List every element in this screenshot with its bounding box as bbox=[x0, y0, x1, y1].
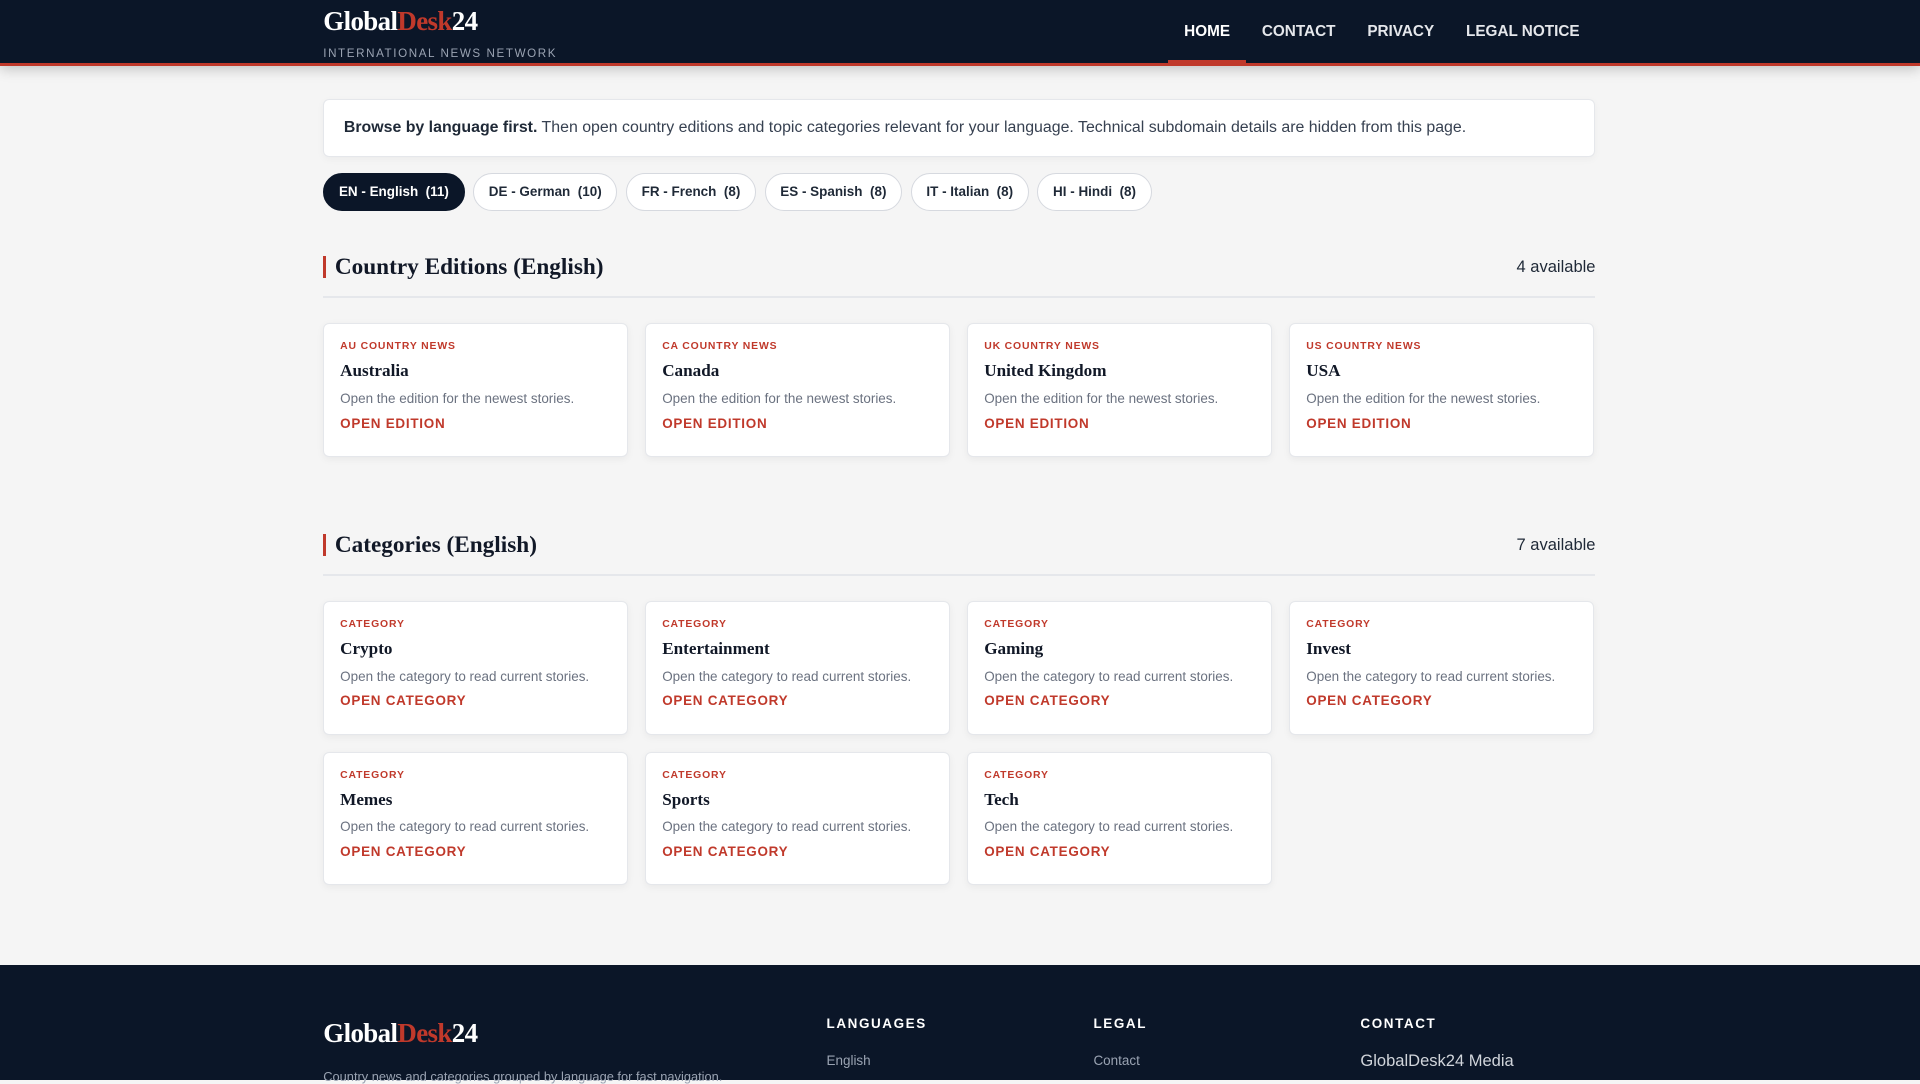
language-pill[interactable]: FR - French (8) bbox=[625, 172, 757, 211]
card-link[interactable]: OPEN CATEGORY bbox=[340, 844, 467, 860]
card-title: Canada bbox=[662, 360, 720, 380]
card-link[interactable]: OPEN EDITION bbox=[340, 415, 446, 431]
card-kicker: UK COUNTRY NEWS bbox=[984, 341, 1100, 353]
card-link[interactable]: OPEN EDITION bbox=[662, 415, 768, 431]
language-pill[interactable]: HI - Hindi (8) bbox=[1037, 172, 1152, 211]
edition-card[interactable]: UK COUNTRY NEWS United Kingdom Open the ed… bbox=[967, 323, 1273, 457]
tagline: INTERNATIONAL NEWS NETWORK bbox=[323, 46, 558, 60]
edition-card[interactable]: US COUNTRY NEWS USA Open the edition for t… bbox=[1289, 323, 1595, 457]
card-description: Open the category to read current storie… bbox=[1306, 668, 1556, 684]
card-title: Memes bbox=[340, 789, 393, 809]
section-title: Country Editions (English) bbox=[323, 255, 604, 279]
card-description: Open the category to read current storie… bbox=[662, 819, 912, 835]
language-label: EN - English bbox=[338, 183, 419, 199]
card-description: Open the edition for the newest stories. bbox=[1306, 390, 1541, 406]
footer-heading-legal: LEGAL bbox=[1093, 1016, 1148, 1032]
language-count: (8) bbox=[1119, 183, 1137, 199]
nav-contact[interactable]: CONTACT bbox=[1261, 23, 1336, 40]
section-title: Categories (English) bbox=[323, 533, 537, 557]
category-card[interactable]: CATEGORY Gaming Open the category to read … bbox=[967, 601, 1273, 735]
footer-company: GlobalDesk24 Media bbox=[1360, 1050, 1514, 1070]
card-description: Open the category to read current storie… bbox=[984, 819, 1234, 835]
card-kicker: CATEGORY bbox=[984, 769, 1049, 781]
language-label: DE - German bbox=[488, 183, 571, 199]
card-description: Open the category to read current storie… bbox=[340, 819, 590, 835]
footer-logo[interactable]: GlobalDesk24 bbox=[323, 1017, 478, 1048]
footer-heading-languages: LANGUAGES bbox=[826, 1016, 927, 1032]
card-kicker: CATEGORY bbox=[984, 619, 1049, 631]
card-description: Open the edition for the newest stories. bbox=[662, 390, 897, 406]
footer-link-english[interactable]: English bbox=[826, 1053, 871, 1069]
card-title: Tech bbox=[984, 789, 1019, 809]
card-title: Sports bbox=[662, 789, 710, 809]
card-link[interactable]: OPEN EDITION bbox=[1306, 415, 1412, 431]
footer-heading-contact: CONTACT bbox=[1360, 1016, 1437, 1032]
card-link[interactable]: OPEN EDITION bbox=[984, 415, 1090, 431]
intro-notice: Browse by language first. Then open coun… bbox=[323, 99, 1596, 157]
card-kicker: CATEGORY bbox=[1306, 619, 1371, 631]
language-label: IT - Italian bbox=[926, 183, 990, 199]
card-link[interactable]: OPEN CATEGORY bbox=[662, 844, 789, 860]
card-link[interactable]: OPEN CATEGORY bbox=[340, 693, 467, 709]
category-card[interactable]: CATEGORY Invest Open the category to read … bbox=[1289, 601, 1595, 735]
category-card[interactable]: CATEGORY Sports Open the category to read … bbox=[645, 751, 951, 886]
language-pill[interactable]: ES - Spanish (8) bbox=[764, 172, 903, 211]
card-kicker: CATEGORY bbox=[340, 619, 405, 631]
card-description: Open the category to read current storie… bbox=[662, 668, 912, 684]
card-title: USA bbox=[1306, 360, 1341, 380]
language-label: ES - Spanish bbox=[780, 183, 863, 199]
language-pill[interactable]: EN - English (11) bbox=[323, 172, 465, 211]
nav-home[interactable]: HOME bbox=[1168, 0, 1247, 64]
language-count: (10) bbox=[577, 183, 602, 199]
editions-section: Country Editions (English) 4 available AU… bbox=[323, 255, 1596, 457]
card-title: Crypto bbox=[340, 638, 393, 658]
card-kicker: US COUNTRY NEWS bbox=[1306, 341, 1422, 353]
footer-link-contact[interactable]: Contact bbox=[1093, 1053, 1140, 1069]
site-footer: GlobalDesk24 Country news and categories… bbox=[0, 964, 1920, 1084]
nav-legal-notice[interactable]: LEGAL NOTICE bbox=[1466, 23, 1580, 40]
edition-card[interactable]: CA COUNTRY NEWS Canada Open the edition fo… bbox=[645, 323, 951, 457]
card-kicker: CA COUNTRY NEWS bbox=[662, 341, 778, 353]
card-title: Australia bbox=[340, 360, 409, 380]
card-kicker: AU COUNTRY NEWS bbox=[340, 341, 456, 353]
card-title: Invest bbox=[1306, 638, 1351, 658]
footer-description: Country news and categories grouped by l… bbox=[323, 1068, 723, 1084]
logo[interactable]: GlobalDesk24 bbox=[323, 6, 478, 37]
language-pill[interactable]: IT - Italian (8) bbox=[910, 172, 1029, 211]
category-card[interactable]: CATEGORY Tech Open the category to read cu… bbox=[967, 751, 1273, 886]
card-title: United Kingdom bbox=[984, 360, 1107, 380]
category-card[interactable]: CATEGORY Entertainment Open the category t… bbox=[645, 601, 951, 735]
language-label: HI - Hindi bbox=[1053, 183, 1113, 199]
section-count: 4 available bbox=[1516, 257, 1596, 277]
site-header: GlobalDesk24 INTERNATIONAL NEWS NETWORK … bbox=[0, 0, 1920, 67]
card-description: Open the edition for the newest stories. bbox=[984, 390, 1219, 406]
card-kicker: CATEGORY bbox=[340, 769, 405, 781]
card-title: Gaming bbox=[984, 638, 1044, 658]
card-description: Open the category to read current storie… bbox=[984, 668, 1234, 684]
language-filter: EN - English (11) DE - German (10) FR - Fr… bbox=[323, 172, 1595, 211]
language-count: (8) bbox=[869, 183, 887, 199]
card-kicker: CATEGORY bbox=[662, 619, 727, 631]
language-count: (8) bbox=[723, 183, 741, 199]
card-kicker: CATEGORY bbox=[662, 769, 727, 781]
main-nav: HOME CONTACT PRIVACY LEGAL NOTICE bbox=[1168, 0, 1595, 64]
section-count: 7 available bbox=[1516, 535, 1596, 555]
category-card[interactable]: CATEGORY Memes Open the category to read c… bbox=[323, 751, 629, 886]
language-label: FR - French bbox=[641, 183, 717, 199]
card-description: Open the category to read current storie… bbox=[340, 668, 590, 684]
edition-card[interactable]: AU COUNTRY NEWS Australia Open the edition… bbox=[323, 323, 629, 457]
categories-section: Categories (English) 7 available CATEGORY… bbox=[323, 533, 1596, 886]
card-link[interactable]: OPEN CATEGORY bbox=[662, 693, 789, 709]
category-card[interactable]: CATEGORY Crypto Open the category to read … bbox=[323, 601, 629, 735]
nav-privacy[interactable]: PRIVACY bbox=[1367, 23, 1435, 40]
language-count: (11) bbox=[425, 183, 449, 199]
language-pill[interactable]: DE - German (10) bbox=[473, 172, 618, 211]
card-link[interactable]: OPEN CATEGORY bbox=[984, 693, 1111, 709]
card-link[interactable]: OPEN CATEGORY bbox=[1306, 693, 1433, 709]
language-count: (8) bbox=[996, 183, 1014, 199]
card-title: Entertainment bbox=[662, 638, 770, 658]
card-link[interactable]: OPEN CATEGORY bbox=[984, 844, 1111, 860]
card-description: Open the edition for the newest stories. bbox=[340, 390, 575, 406]
